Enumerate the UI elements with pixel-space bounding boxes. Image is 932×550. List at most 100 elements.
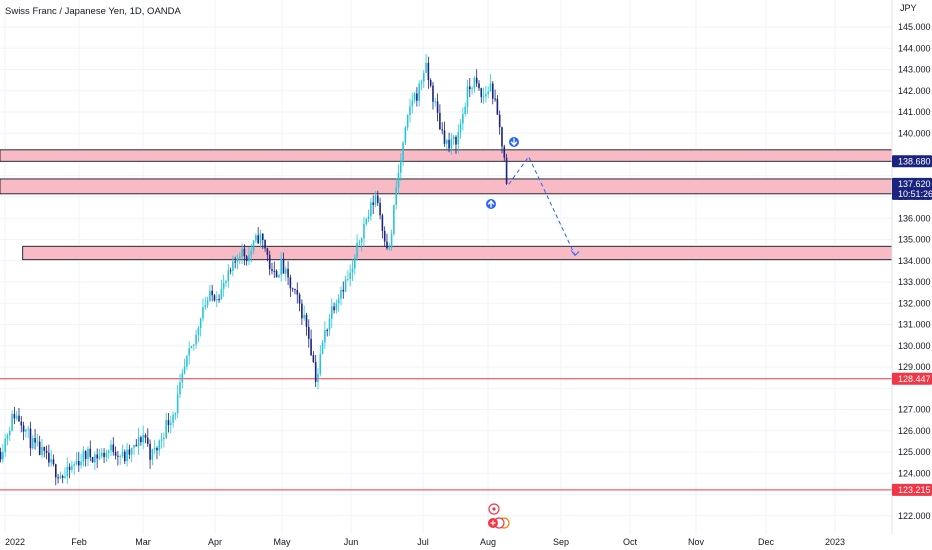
candle-body bbox=[324, 330, 326, 343]
candle-body bbox=[466, 86, 469, 107]
candle-body bbox=[186, 355, 188, 367]
candle-body bbox=[284, 268, 287, 274]
economic-event-dot bbox=[492, 507, 496, 511]
candle-body bbox=[36, 441, 39, 443]
candle-body bbox=[321, 342, 324, 355]
candle-body bbox=[192, 344, 195, 346]
projection-arrowhead bbox=[570, 250, 580, 257]
candle-body bbox=[505, 157, 508, 184]
x-tick-label: 2023 bbox=[825, 537, 845, 547]
arrow-up-circle-icon-glyph bbox=[487, 200, 495, 208]
candle-body bbox=[399, 160, 402, 173]
candle-body bbox=[195, 334, 197, 345]
candle-body bbox=[52, 459, 55, 465]
horizontal-lines[interactable] bbox=[0, 378, 892, 491]
candle-body bbox=[388, 247, 391, 249]
candle-body bbox=[209, 290, 211, 301]
candle-body bbox=[174, 413, 177, 415]
candle-body bbox=[238, 256, 241, 259]
candle-body bbox=[112, 444, 115, 453]
event-icons[interactable] bbox=[488, 503, 510, 529]
candle-body bbox=[485, 94, 487, 97]
currency-label: JPY bbox=[900, 3, 917, 13]
candle-body bbox=[425, 62, 427, 73]
y-tick-label: 127.000 bbox=[898, 405, 931, 415]
signal-markers[interactable] bbox=[486, 137, 519, 209]
candle-body bbox=[333, 306, 335, 311]
candle-body bbox=[298, 294, 301, 304]
y-tick-label: 134.000 bbox=[898, 256, 931, 266]
candle-body bbox=[445, 139, 448, 144]
zone-rectangle[interactable] bbox=[22, 245, 893, 261]
candle-body bbox=[96, 454, 98, 459]
candle-body bbox=[278, 274, 280, 278]
candle-body bbox=[68, 466, 71, 470]
candle-body bbox=[29, 428, 32, 449]
candle-body bbox=[225, 280, 227, 283]
price-tag-red-upper-bg bbox=[892, 372, 932, 385]
candle-body bbox=[395, 187, 397, 206]
projection-path[interactable] bbox=[508, 155, 580, 257]
y-tick-label: 130.000 bbox=[898, 341, 931, 351]
candle-body bbox=[455, 136, 457, 145]
price-tag-upper-zone-bg bbox=[892, 155, 932, 168]
candle-body bbox=[245, 256, 248, 262]
candle-body bbox=[31, 438, 34, 449]
candle-body bbox=[448, 139, 450, 149]
candle-body bbox=[496, 98, 499, 115]
y-tick-label: 129.000 bbox=[898, 362, 931, 372]
candle-body bbox=[4, 438, 6, 453]
candle-body bbox=[169, 422, 172, 426]
candle-body bbox=[351, 268, 354, 273]
candle-body bbox=[416, 93, 418, 101]
x-tick-label: Nov bbox=[688, 537, 705, 547]
candle-body bbox=[287, 268, 289, 278]
candle-body bbox=[330, 306, 333, 319]
candle-body bbox=[241, 248, 243, 257]
candle-body bbox=[432, 85, 434, 102]
candle-body bbox=[468, 86, 471, 90]
candle-body bbox=[61, 476, 64, 478]
candle-body bbox=[462, 113, 464, 124]
x-tick-label: Jun bbox=[344, 537, 359, 547]
candle-body bbox=[234, 261, 236, 263]
zone-rectangle[interactable] bbox=[0, 178, 893, 195]
candle-body bbox=[2, 452, 4, 460]
candle-body bbox=[344, 279, 347, 292]
candle-body bbox=[406, 115, 409, 128]
x-tick-label: Mar bbox=[135, 537, 151, 547]
zone-rectangle[interactable] bbox=[0, 149, 893, 162]
chart-title: Swiss Franc / Japanese Yen, 1D, OANDA bbox=[5, 6, 181, 17]
candle-body bbox=[38, 441, 41, 455]
candle-body bbox=[328, 318, 331, 331]
candle-body bbox=[443, 130, 446, 144]
candle-body bbox=[199, 318, 202, 328]
time-axis[interactable]: 2022 Feb Mar Apr May Jun Jul Aug Sep Oct Nov Dec 202… bbox=[5, 537, 845, 547]
candle-body bbox=[266, 248, 269, 255]
candle-body bbox=[310, 338, 312, 356]
candle-body bbox=[340, 289, 342, 299]
candle-body bbox=[255, 235, 257, 241]
candle-body bbox=[404, 127, 407, 143]
candle-body bbox=[264, 240, 266, 249]
candle-body bbox=[491, 83, 494, 99]
candle-body bbox=[301, 303, 303, 319]
candle-body bbox=[87, 448, 89, 459]
candle-body bbox=[227, 270, 230, 281]
candle-body bbox=[480, 88, 483, 97]
candle-body bbox=[229, 270, 232, 272]
candle-body bbox=[307, 327, 310, 339]
projection-line[interactable] bbox=[508, 155, 576, 256]
y-tick-label: 144.000 bbox=[898, 43, 931, 53]
countdown-timer: 10:51:26 bbox=[898, 189, 932, 199]
candle-body bbox=[418, 83, 420, 101]
candle-body bbox=[100, 452, 103, 457]
candle-body bbox=[413, 93, 416, 101]
candle-body bbox=[103, 452, 105, 458]
candle-body bbox=[372, 202, 374, 205]
candle-body bbox=[420, 81, 423, 84]
candle-body bbox=[248, 254, 250, 262]
candle-body bbox=[441, 129, 443, 131]
y-tick-label: 124.000 bbox=[898, 468, 931, 478]
